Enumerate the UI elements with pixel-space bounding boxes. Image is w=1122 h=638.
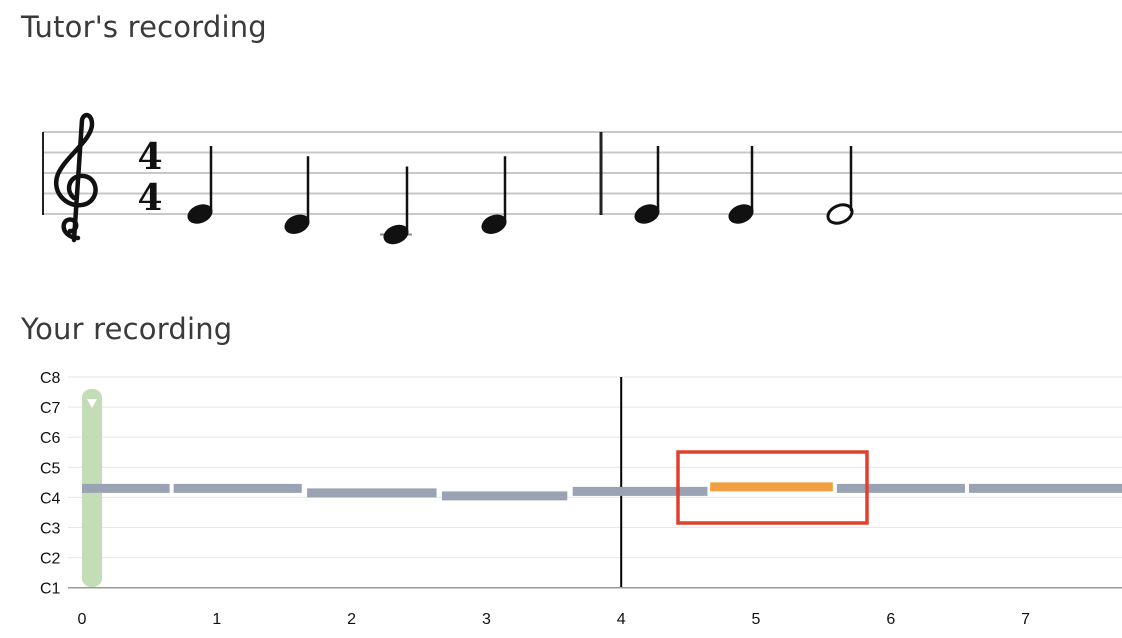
time-label: 7 bbox=[1021, 611, 1030, 628]
pitch-label: C4 bbox=[40, 490, 61, 507]
pitch-segment bbox=[968, 483, 1122, 493]
note-quarter bbox=[284, 156, 310, 234]
time-signature-top: 4 bbox=[137, 136, 162, 178]
pitch-segment bbox=[307, 488, 437, 498]
pitch-label: C1 bbox=[40, 581, 61, 598]
time-label: 3 bbox=[482, 611, 491, 628]
tutor-recording-title: Tutor's recording bbox=[21, 10, 267, 44]
time-signature-bottom: 4 bbox=[137, 177, 162, 219]
time-label: 1 bbox=[212, 611, 221, 628]
staff-lines bbox=[43, 131, 1122, 215]
time-label: 6 bbox=[886, 611, 895, 628]
note-quarter bbox=[728, 146, 754, 224]
pitch-timeline: C8 C7 C6 C5 C4 C3 C2 C1 0 1 2 3 4 5 6 7 bbox=[40, 370, 1122, 628]
pitch-axis: C8 C7 C6 C5 C4 C3 C2 C1 bbox=[40, 370, 61, 598]
time-label: 5 bbox=[752, 611, 761, 628]
error-highlight-box bbox=[676, 450, 869, 525]
pitch-segment-error bbox=[710, 482, 833, 492]
time-label: 0 bbox=[78, 611, 87, 628]
time-label: 4 bbox=[617, 611, 626, 628]
time-label: 2 bbox=[347, 611, 356, 628]
time-axis: 0 1 2 3 4 5 6 7 bbox=[78, 611, 1031, 628]
note-half bbox=[826, 146, 854, 225]
pitch-label: C7 bbox=[40, 400, 61, 417]
note-quarter bbox=[380, 166, 412, 245]
note-quarter bbox=[187, 146, 213, 224]
pitch-segment bbox=[82, 483, 170, 493]
pitch-gridlines bbox=[68, 376, 1122, 589]
pitch-segment bbox=[441, 491, 568, 501]
time-signature: 4 4 bbox=[137, 136, 162, 219]
note-quarter bbox=[481, 156, 507, 234]
treble-clef-icon bbox=[54, 112, 98, 243]
pitch-segment bbox=[572, 486, 708, 496]
pitch-segment bbox=[173, 483, 302, 493]
note-quarter bbox=[634, 146, 660, 224]
pitch-label: C5 bbox=[40, 460, 61, 477]
pitch-segment bbox=[836, 483, 965, 493]
notes bbox=[187, 146, 854, 245]
sheet-music-staff: 4 4 bbox=[42, 112, 1122, 245]
pitch-label: C3 bbox=[40, 521, 61, 538]
pitch-segments bbox=[82, 482, 1122, 501]
pitch-label: C6 bbox=[40, 430, 61, 447]
your-recording-title: Your recording bbox=[21, 312, 233, 346]
slider-handle-icon[interactable] bbox=[87, 399, 97, 408]
pitch-label: C8 bbox=[40, 370, 61, 387]
pitch-label: C2 bbox=[40, 551, 61, 568]
